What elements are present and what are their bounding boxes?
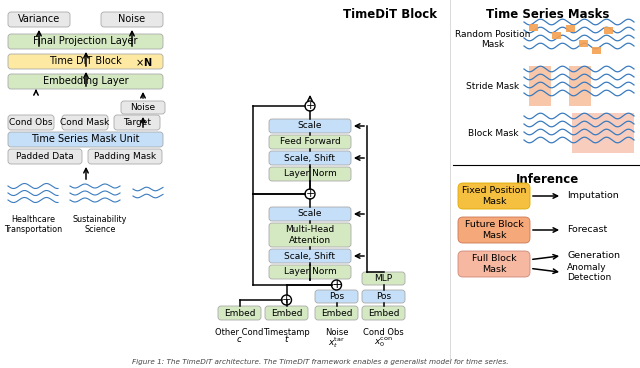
Text: Scale, Shift: Scale, Shift (285, 153, 335, 163)
FancyBboxPatch shape (121, 101, 165, 114)
Bar (566, 25, 575, 32)
FancyBboxPatch shape (269, 167, 351, 181)
FancyBboxPatch shape (101, 12, 163, 27)
FancyBboxPatch shape (458, 183, 530, 209)
Text: Generation: Generation (567, 251, 620, 260)
Bar (529, 24, 538, 31)
Text: Scale: Scale (298, 209, 323, 219)
Text: +: + (305, 101, 315, 111)
Text: Timestamp: Timestamp (263, 328, 310, 337)
Text: Time Series Mask Unit: Time Series Mask Unit (31, 134, 140, 145)
Text: Figure 1: The TimeDiT architecture. The TimeDiT framework enables a generalist m: Figure 1: The TimeDiT architecture. The … (132, 359, 508, 365)
FancyBboxPatch shape (265, 306, 308, 320)
Text: Variance: Variance (18, 14, 60, 25)
FancyBboxPatch shape (269, 223, 351, 247)
FancyBboxPatch shape (62, 115, 108, 130)
FancyBboxPatch shape (269, 119, 351, 133)
Bar (552, 32, 561, 39)
Text: Fixed Position
Mask: Fixed Position Mask (462, 186, 526, 206)
FancyBboxPatch shape (362, 290, 405, 303)
Text: Full Block
Mask: Full Block Mask (472, 254, 516, 274)
Text: Cond Mask: Cond Mask (60, 118, 109, 127)
Text: Embed: Embed (224, 308, 255, 318)
Text: Padded Data: Padded Data (16, 152, 74, 161)
Text: Anomaly
Detection: Anomaly Detection (567, 263, 611, 282)
Text: Healthcare
Transportation: Healthcare Transportation (4, 215, 62, 234)
FancyBboxPatch shape (218, 306, 261, 320)
FancyBboxPatch shape (458, 217, 530, 243)
FancyBboxPatch shape (315, 290, 358, 303)
Text: TimeDiT Block: TimeDiT Block (343, 8, 437, 21)
Text: Layer Norm: Layer Norm (284, 170, 337, 178)
FancyBboxPatch shape (362, 306, 405, 320)
Text: Pos: Pos (376, 292, 391, 301)
Text: Layer Norm: Layer Norm (284, 268, 337, 276)
Text: Sustainability
Science: Sustainability Science (73, 215, 127, 234)
Text: Final Projection Layer: Final Projection Layer (33, 36, 138, 46)
Text: Block Mask: Block Mask (468, 129, 518, 138)
Text: Stride Mask: Stride Mask (467, 82, 520, 91)
Text: Imputation: Imputation (567, 191, 619, 201)
FancyBboxPatch shape (8, 149, 82, 164)
Text: Scale: Scale (298, 121, 323, 131)
Text: Padding Mask: Padding Mask (94, 152, 156, 161)
FancyBboxPatch shape (8, 34, 163, 49)
Text: Forecast: Forecast (567, 226, 607, 234)
Text: $x_0^{\rm con}$: $x_0^{\rm con}$ (374, 335, 393, 348)
Bar (604, 27, 613, 34)
Text: $x_t^{\rm tar}$: $x_t^{\rm tar}$ (328, 335, 345, 350)
FancyBboxPatch shape (8, 132, 163, 147)
FancyBboxPatch shape (315, 306, 358, 320)
Text: Inference: Inference (516, 173, 579, 186)
Text: Embedding Layer: Embedding Layer (43, 77, 128, 86)
Text: Embed: Embed (271, 308, 302, 318)
Text: Scale, Shift: Scale, Shift (285, 251, 335, 261)
Text: t: t (285, 335, 288, 344)
FancyBboxPatch shape (269, 265, 351, 279)
Text: Cond Obs: Cond Obs (9, 118, 52, 127)
Text: Time DiT Block: Time DiT Block (49, 57, 122, 67)
Text: c: c (237, 335, 242, 344)
FancyBboxPatch shape (8, 12, 70, 27)
FancyBboxPatch shape (362, 272, 405, 285)
FancyBboxPatch shape (8, 74, 163, 89)
Text: $\times\mathbf{N}$: $\times\mathbf{N}$ (135, 56, 153, 67)
Text: Random Position
Mask: Random Position Mask (455, 30, 531, 49)
FancyBboxPatch shape (269, 249, 351, 263)
FancyBboxPatch shape (458, 251, 530, 277)
FancyBboxPatch shape (8, 54, 163, 69)
FancyBboxPatch shape (88, 149, 162, 164)
FancyBboxPatch shape (8, 115, 54, 130)
Text: Future Block
Mask: Future Block Mask (465, 220, 524, 240)
FancyBboxPatch shape (269, 151, 351, 165)
Bar (572, 113, 634, 153)
Bar (529, 66, 551, 106)
FancyBboxPatch shape (269, 135, 351, 149)
Text: Multi-Head
Attention: Multi-Head Attention (285, 225, 335, 245)
Text: MLP: MLP (374, 274, 392, 283)
Text: +: + (305, 189, 315, 199)
Text: +: + (282, 295, 291, 305)
Text: Noise: Noise (131, 103, 156, 112)
FancyBboxPatch shape (114, 115, 160, 130)
Bar (579, 40, 588, 47)
Bar (592, 47, 601, 54)
Text: Embed: Embed (368, 308, 399, 318)
Text: Pos: Pos (329, 292, 344, 301)
Text: Time Series Masks: Time Series Masks (486, 8, 609, 21)
Text: Noise: Noise (324, 328, 348, 337)
Text: Cond Obs: Cond Obs (363, 328, 404, 337)
Text: +: + (331, 279, 342, 291)
Text: Target: Target (123, 118, 151, 127)
Bar (569, 66, 591, 106)
FancyBboxPatch shape (269, 207, 351, 221)
Text: Noise: Noise (118, 14, 145, 25)
Text: Other Cond: Other Cond (215, 328, 264, 337)
Text: Feed Forward: Feed Forward (280, 138, 340, 146)
Text: Embed: Embed (321, 308, 352, 318)
